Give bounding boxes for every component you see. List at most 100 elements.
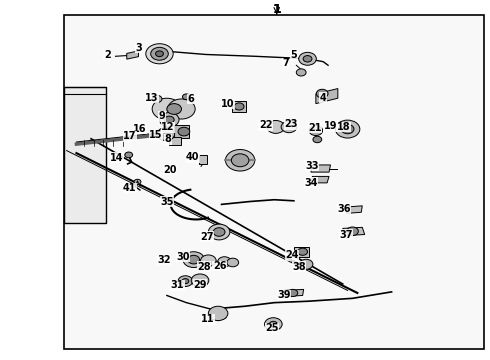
Circle shape	[227, 258, 239, 267]
Text: 33: 33	[305, 161, 318, 171]
Circle shape	[182, 94, 190, 100]
Circle shape	[299, 52, 317, 65]
Circle shape	[152, 98, 181, 120]
Circle shape	[234, 103, 244, 110]
Bar	[64, 15, 485, 348]
Circle shape	[167, 104, 181, 114]
Text: 20: 20	[164, 165, 177, 175]
Circle shape	[313, 136, 322, 143]
Text: 8: 8	[164, 134, 171, 144]
Circle shape	[200, 255, 216, 266]
Text: 10: 10	[221, 99, 235, 109]
Text: 15: 15	[149, 130, 163, 140]
Text: 35: 35	[160, 197, 173, 207]
Text: 21: 21	[308, 123, 321, 133]
Text: 24: 24	[285, 250, 299, 260]
Text: 1: 1	[272, 3, 281, 16]
Text: 13: 13	[146, 93, 159, 103]
Polygon shape	[343, 227, 365, 235]
Circle shape	[346, 227, 358, 235]
Text: 32: 32	[157, 255, 171, 265]
Circle shape	[335, 120, 360, 138]
Polygon shape	[311, 176, 329, 183]
Circle shape	[182, 279, 189, 284]
Text: 2: 2	[104, 50, 111, 60]
Circle shape	[267, 121, 285, 134]
Text: 19: 19	[324, 121, 337, 131]
Text: 41: 41	[123, 183, 136, 193]
Circle shape	[164, 116, 174, 123]
Circle shape	[296, 69, 306, 76]
Bar	[169, 137, 181, 145]
Text: 18: 18	[337, 122, 350, 132]
Text: 26: 26	[213, 261, 226, 271]
Polygon shape	[346, 206, 362, 213]
Circle shape	[178, 127, 190, 136]
Polygon shape	[127, 51, 139, 59]
Circle shape	[298, 248, 308, 255]
Circle shape	[208, 224, 230, 240]
Circle shape	[134, 179, 141, 184]
Text: 23: 23	[285, 120, 298, 129]
Circle shape	[299, 259, 313, 269]
Text: 30: 30	[176, 252, 190, 262]
Circle shape	[125, 152, 133, 158]
Circle shape	[225, 149, 255, 171]
Text: 29: 29	[193, 280, 207, 290]
Polygon shape	[311, 165, 331, 172]
Circle shape	[168, 99, 195, 119]
Text: 12: 12	[161, 122, 174, 132]
Circle shape	[191, 274, 209, 287]
Text: 3: 3	[135, 43, 142, 53]
Circle shape	[188, 255, 199, 264]
Bar	[64, 87, 106, 223]
Circle shape	[309, 126, 323, 135]
Bar	[173, 125, 189, 138]
Text: 31: 31	[171, 280, 184, 291]
Text: 25: 25	[265, 324, 279, 333]
Text: 17: 17	[123, 131, 137, 141]
Polygon shape	[283, 289, 304, 297]
Text: 38: 38	[292, 262, 306, 272]
Bar	[232, 102, 246, 112]
Circle shape	[157, 128, 174, 140]
Text: 7: 7	[282, 58, 289, 68]
Text: 40: 40	[186, 152, 199, 162]
Text: 22: 22	[259, 121, 272, 130]
Circle shape	[281, 121, 297, 133]
Circle shape	[151, 47, 168, 60]
Text: 9: 9	[159, 111, 165, 121]
Text: 14: 14	[110, 153, 124, 163]
Circle shape	[183, 252, 204, 267]
Circle shape	[208, 306, 228, 320]
Text: 6: 6	[187, 94, 194, 104]
Circle shape	[265, 318, 282, 330]
Circle shape	[341, 125, 354, 134]
Text: 37: 37	[340, 230, 353, 239]
Polygon shape	[316, 89, 338, 104]
Circle shape	[159, 113, 179, 127]
Circle shape	[303, 55, 312, 62]
Circle shape	[270, 321, 277, 327]
Text: 11: 11	[201, 314, 215, 324]
Circle shape	[156, 51, 163, 57]
Text: 39: 39	[277, 291, 291, 301]
Circle shape	[231, 154, 249, 167]
Circle shape	[218, 257, 231, 267]
Text: 36: 36	[338, 204, 351, 214]
Circle shape	[146, 44, 173, 64]
Text: 16: 16	[133, 124, 147, 134]
Circle shape	[288, 289, 298, 297]
Bar	[294, 247, 309, 257]
Text: 34: 34	[304, 178, 318, 188]
Text: 1: 1	[272, 3, 281, 16]
Text: 4: 4	[320, 93, 326, 103]
Text: 28: 28	[197, 262, 211, 272]
Text: 27: 27	[200, 232, 214, 242]
Circle shape	[213, 228, 225, 236]
Text: 5: 5	[291, 50, 297, 60]
Bar	[198, 155, 207, 164]
Circle shape	[152, 95, 162, 103]
Circle shape	[317, 89, 328, 98]
Circle shape	[178, 276, 193, 287]
